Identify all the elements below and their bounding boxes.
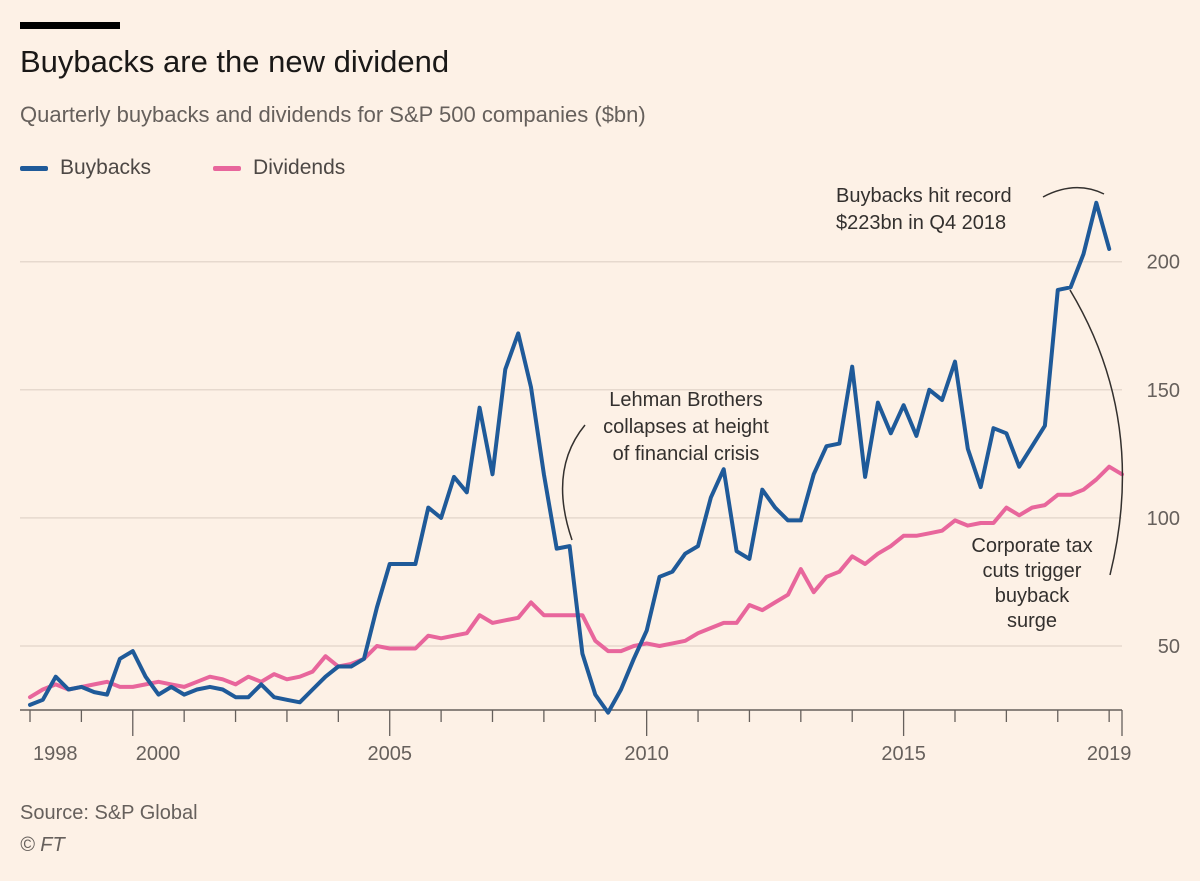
x-tick-label-2000: 2000 (136, 743, 181, 765)
axis-layer: 50 100 150 200 1998 2000 2005 2010 2015 2019 (20, 252, 1180, 765)
legend-label-dividends: Dividends (253, 156, 346, 179)
y-tick-label-100: 100 (1147, 508, 1180, 530)
annotation-tax-line-2: cuts trigger (983, 560, 1082, 582)
annotation-lehman-line-2: collapses at height (603, 416, 769, 438)
annotation-tax-line-1: Corporate tax (971, 535, 1092, 557)
legend-swatch-dividends (213, 165, 242, 171)
copyright-note: © FT (20, 834, 65, 856)
series-line-buybacks (28, 200, 1112, 715)
legend-item-dividends: Dividends (213, 156, 345, 180)
x-tick-label-2005: 2005 (367, 743, 412, 765)
series-layer (28, 200, 1124, 715)
annotation-tax-line-3: buyback (995, 585, 1070, 607)
chart-subtitle: Quarterly buybacks and dividends for S&P… (20, 102, 646, 127)
annotation-record-line-2: $223bn in Q4 2018 (836, 212, 1006, 234)
grid-layer (20, 260, 1122, 647)
annotation-tax-leader (1069, 289, 1124, 576)
chart-title: Buybacks are the new dividend (20, 44, 450, 79)
y-tick-label-50: 50 (1158, 636, 1180, 658)
legend-item-buybacks: Buybacks (20, 156, 151, 180)
x-tick-label-2019: 2019 (1087, 743, 1132, 765)
annotation-tax-line-4: surge (1007, 610, 1057, 632)
y-tick-label-200: 200 (1147, 252, 1180, 274)
legend-swatch-buybacks (20, 165, 48, 171)
annotation-lehman-line-3: of financial crisis (613, 443, 760, 465)
y-tick-label-150: 150 (1147, 380, 1180, 402)
ft-top-bar (20, 22, 120, 29)
series-line-dividends (28, 464, 1124, 700)
annotation-record-leader (1042, 186, 1105, 198)
annotation-lehman-leader (561, 424, 586, 541)
x-tick-label-1998: 1998 (33, 743, 78, 765)
annotation-layer: Buybacks hit record $223bn in Q4 2018 Lehm… (561, 185, 1124, 632)
legend-label-buybacks: Buybacks (60, 156, 152, 179)
annotation-lehman-line-1: Lehman Brothers (609, 389, 762, 411)
annotation-record-line-1: Buybacks hit record (836, 185, 1012, 207)
chart-legend: Buybacks Dividends (20, 156, 407, 180)
x-tick-label-2010: 2010 (624, 743, 669, 765)
x-tick-label-2015: 2015 (881, 743, 926, 765)
source-note: Source: S&P Global (20, 802, 198, 824)
